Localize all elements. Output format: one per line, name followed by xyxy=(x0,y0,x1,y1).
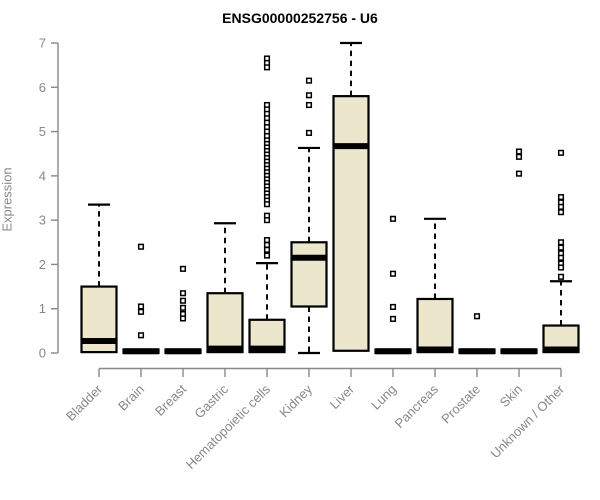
outlier-point xyxy=(557,273,565,280)
y-tick-label: 0 xyxy=(39,346,46,361)
x-tick-label: Liver xyxy=(327,381,358,412)
x-tick-label: Pancreas xyxy=(392,381,442,431)
iqr-box xyxy=(290,241,328,308)
y-tick-label: 1 xyxy=(39,301,46,316)
outlier-point xyxy=(389,270,397,277)
box-kidney xyxy=(290,77,328,355)
outlier-point xyxy=(263,246,271,253)
box-skin xyxy=(500,148,538,355)
outlier-point xyxy=(557,194,565,201)
outlier-point xyxy=(515,170,523,177)
outlier-point xyxy=(137,303,145,310)
box-liver xyxy=(332,41,370,352)
iqr-box xyxy=(332,95,370,352)
outlier-point xyxy=(557,209,565,216)
outlier-point xyxy=(263,217,271,224)
y-axis: 0 1 2 3 4 5 6 7 xyxy=(39,36,59,361)
outlier-point xyxy=(557,239,565,246)
box-hematopoietic-cells xyxy=(248,55,286,354)
y-axis-title: Expression xyxy=(0,167,15,232)
outlier-point xyxy=(305,129,313,136)
outlier-point xyxy=(557,254,565,261)
outlier-point xyxy=(389,215,397,222)
y-tick-label: 5 xyxy=(39,124,46,139)
outlier-point xyxy=(305,92,313,99)
iqr-box xyxy=(416,297,454,354)
outlier-point xyxy=(263,241,271,248)
outlier-point xyxy=(137,332,145,339)
box-brain xyxy=(122,243,160,355)
outlier-point xyxy=(179,297,187,304)
box-unknown-other xyxy=(542,149,580,354)
iqr-box xyxy=(206,292,244,354)
outlier-point xyxy=(515,153,523,160)
x-tick-label: Skin xyxy=(497,382,525,410)
x-tick-label: Bladder xyxy=(63,381,106,424)
x-tick-label: Unknown / Other xyxy=(488,381,568,461)
y-tick-label: 2 xyxy=(39,257,46,272)
box-bladder xyxy=(80,203,118,354)
x-tick-label: Gastric xyxy=(191,381,231,421)
outlier-point xyxy=(557,149,565,156)
outlier-point xyxy=(179,290,187,297)
outlier-point xyxy=(305,101,313,109)
chart-title: ENSG00000252756 - U6 xyxy=(222,10,378,26)
outlier-point xyxy=(263,64,271,71)
x-tick-label: Lung xyxy=(368,382,399,413)
x-tick-label: Brain xyxy=(115,382,147,414)
y-tick-label: 3 xyxy=(39,213,46,228)
outlier-point xyxy=(473,313,481,320)
outlier-point xyxy=(137,308,145,315)
outlier-point xyxy=(137,243,145,250)
y-tick-label: 6 xyxy=(39,80,46,95)
outlier-point xyxy=(263,237,271,244)
box-breast xyxy=(164,265,202,355)
outlier-point xyxy=(179,315,187,322)
outlier-point xyxy=(263,201,271,208)
outlier-point xyxy=(557,244,565,251)
box-prostate xyxy=(458,313,496,355)
outlier-point xyxy=(515,148,523,155)
y-tick-label: 4 xyxy=(39,168,46,183)
outlier-point xyxy=(389,315,397,322)
outlier-point xyxy=(389,303,397,310)
outlier-point xyxy=(179,304,187,311)
outlier-point xyxy=(263,252,271,259)
outlier-point xyxy=(305,77,313,84)
outlier-point xyxy=(557,203,565,210)
outlier-point xyxy=(179,265,187,272)
outlier-point xyxy=(557,264,565,271)
x-tick-label: Breast xyxy=(152,381,189,418)
box-lung xyxy=(374,215,412,355)
y-tick-label: 7 xyxy=(39,36,46,51)
box-gastric xyxy=(206,222,244,354)
box-pancreas xyxy=(416,217,454,354)
x-tick-label: Prostate xyxy=(438,382,483,427)
x-tick-label: Kidney xyxy=(276,381,315,420)
